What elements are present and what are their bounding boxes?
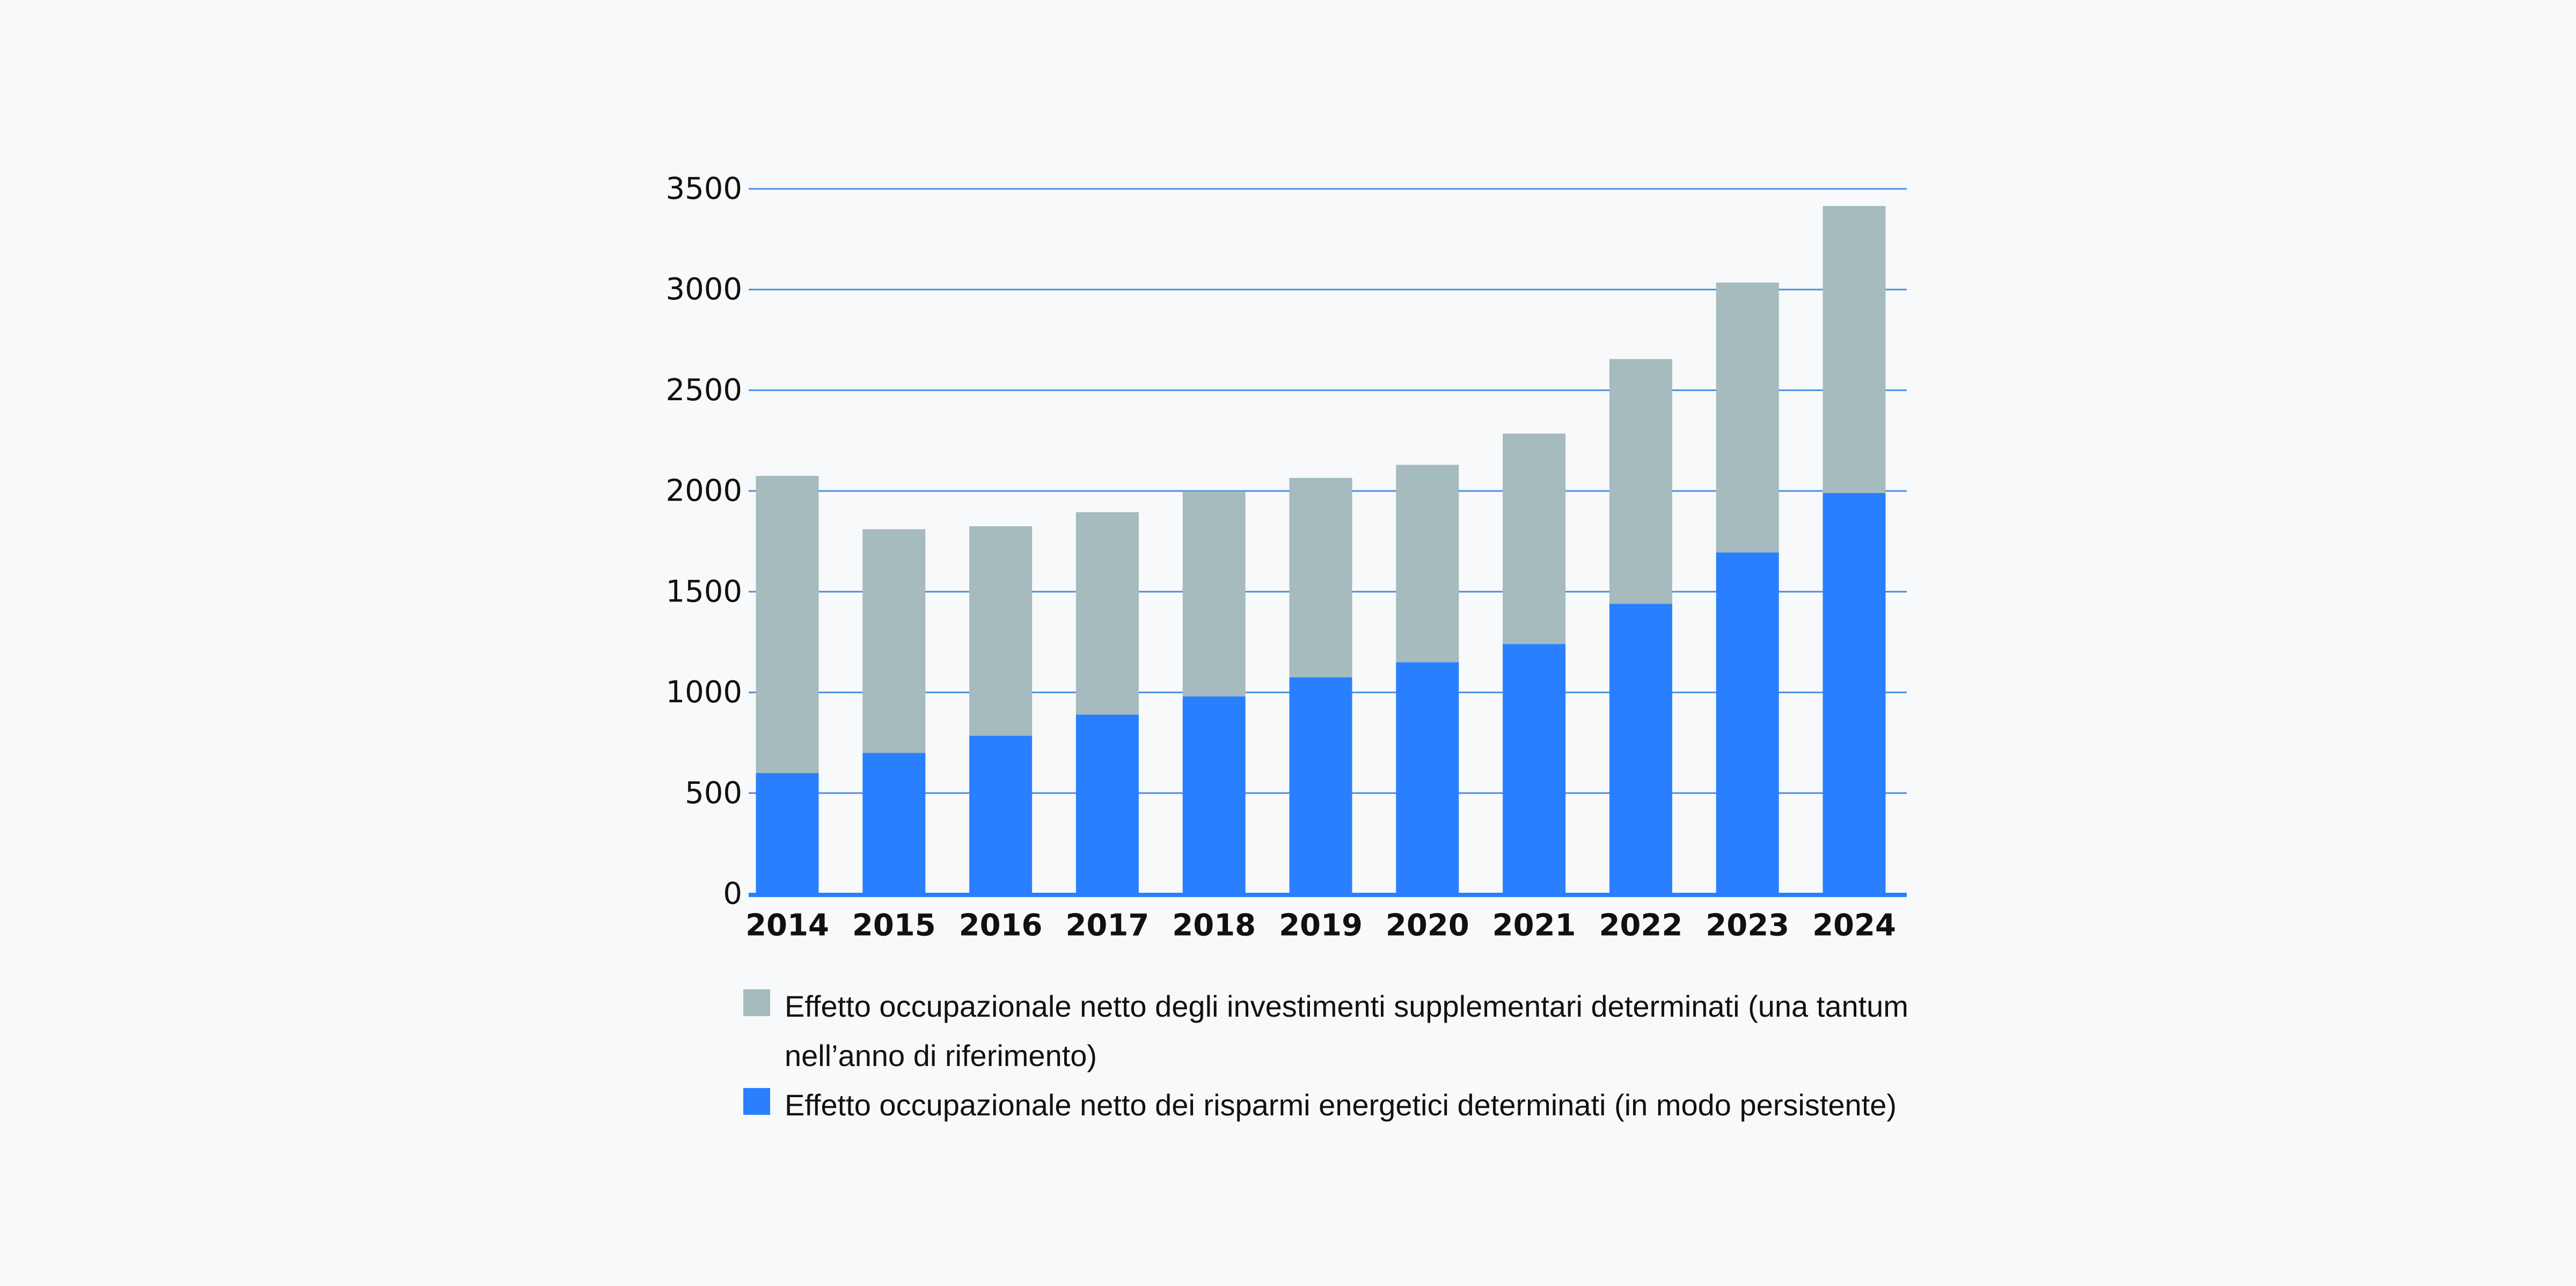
y-tick-label: 1500 xyxy=(665,574,742,609)
legend-swatch-savings xyxy=(743,1088,770,1115)
x-tick-label: 2015 xyxy=(852,908,936,943)
bar-segment xyxy=(1396,662,1459,894)
bar-segment xyxy=(862,529,926,753)
bar-segment xyxy=(1609,604,1672,894)
bar-segment xyxy=(756,773,819,894)
x-axis-baseline xyxy=(749,893,1907,897)
bar-segment xyxy=(1182,696,1246,894)
y-tick-label: 500 xyxy=(685,776,742,811)
bar-segment xyxy=(1823,493,1886,894)
bar-segment xyxy=(1396,465,1459,663)
legend-label-investments: Effetto occupazionale netto degli invest… xyxy=(785,989,1908,1072)
y-tick-label: 3000 xyxy=(665,272,742,307)
bar-segment xyxy=(756,475,819,773)
bar-segment xyxy=(1823,205,1886,493)
x-axis-labels: 2014 2015 2016 2017 2018 2019 2020 2021 2022 2023… xyxy=(745,908,1896,943)
x-tick-label: 2017 xyxy=(1065,908,1149,943)
x-tick-label: 2021 xyxy=(1492,908,1576,943)
y-tick-label: 2000 xyxy=(665,474,742,509)
x-tick-label: 2018 xyxy=(1172,908,1256,943)
x-tick-label: 2019 xyxy=(1279,908,1363,943)
bar-segment xyxy=(1075,714,1139,894)
x-tick-label: 2022 xyxy=(1599,908,1682,943)
bars xyxy=(756,205,1886,894)
bar-segment xyxy=(1503,433,1566,644)
bar-segment xyxy=(1289,477,1352,678)
legend-item-savings: Effetto occupazionale netto dei risparmi… xyxy=(743,1081,1951,1130)
bar-segment xyxy=(969,736,1033,894)
x-tick-label: 2014 xyxy=(745,908,829,943)
bar-segment xyxy=(1075,512,1139,715)
bar-segment xyxy=(969,526,1033,736)
bar-segment xyxy=(1289,677,1352,894)
legend-swatch-investments xyxy=(743,989,770,1016)
y-tick-label: 3500 xyxy=(665,172,742,207)
legend: Effetto occupazionale netto degli invest… xyxy=(743,982,1951,1130)
bar-segment xyxy=(1609,359,1672,604)
x-tick-label: 2023 xyxy=(1706,908,1789,943)
x-tick-label: 2020 xyxy=(1386,908,1469,943)
bar-segment xyxy=(1716,552,1779,894)
bar-segment xyxy=(1182,492,1246,697)
y-axis-tick-labels: 0 500 1000 1500 2000 2500 3000 3500 xyxy=(665,172,742,912)
bar-segment xyxy=(1716,282,1779,553)
y-tick-label: 0 xyxy=(723,877,742,912)
bar-segment xyxy=(1503,644,1566,894)
bar-segment xyxy=(862,753,926,894)
x-tick-label: 2024 xyxy=(1812,908,1896,943)
y-tick-label: 1000 xyxy=(665,675,742,710)
y-tick-label: 2500 xyxy=(665,373,742,408)
legend-label-savings: Effetto occupazionale netto dei risparmi… xyxy=(785,1088,1897,1122)
legend-item-investments: Effetto occupazionale netto degli invest… xyxy=(743,982,1951,1081)
x-tick-label: 2016 xyxy=(959,908,1043,943)
